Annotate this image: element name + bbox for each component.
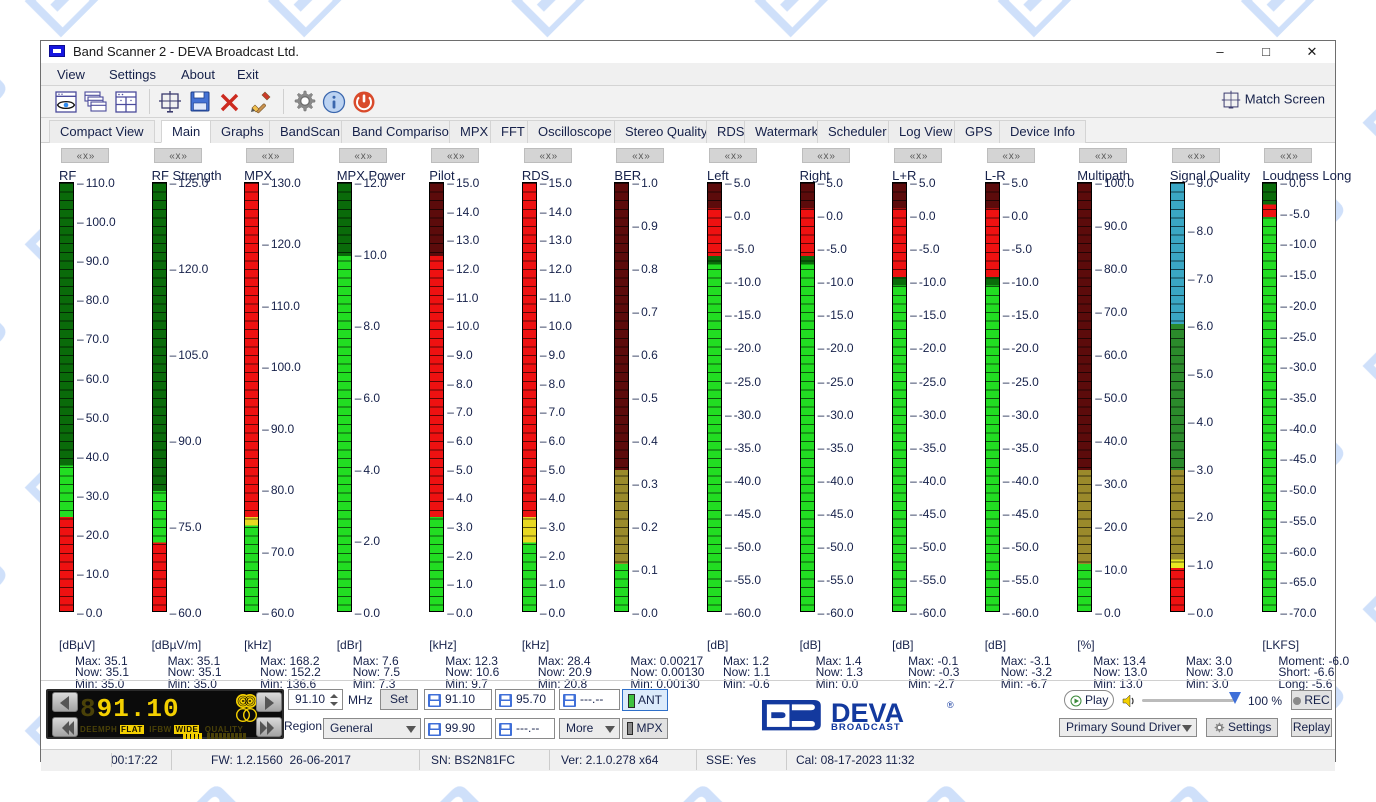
svg-text:®: ® (947, 700, 954, 710)
svg-text:BROADCAST: BROADCAST (831, 722, 901, 731)
